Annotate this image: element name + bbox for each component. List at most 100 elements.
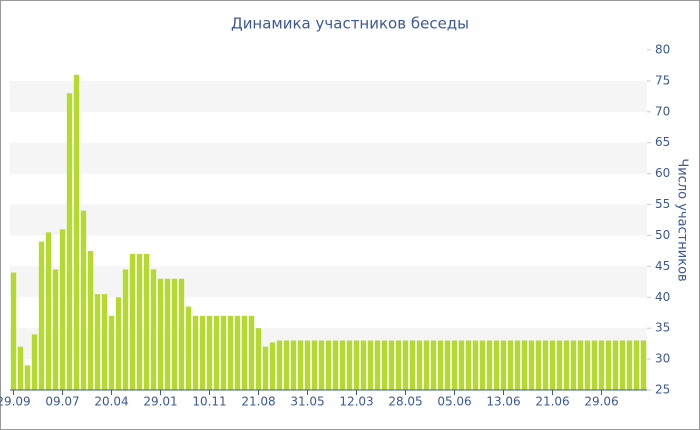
bar: [311, 340, 318, 390]
bar: [283, 340, 290, 390]
x-tick-label: 05.06: [437, 395, 471, 409]
y-tick-label: 30: [655, 352, 670, 366]
bar: [178, 278, 185, 390]
bar: [255, 328, 262, 390]
bar: [248, 315, 255, 390]
bar: [332, 340, 339, 390]
bar: [115, 297, 122, 390]
bar: [38, 241, 45, 390]
bar: [234, 315, 241, 390]
bar: [192, 315, 199, 390]
x-tick-label: 21.06: [535, 395, 569, 409]
bar: [556, 340, 563, 390]
y-tick-label: 60: [655, 166, 670, 180]
y-tick-label: 50: [655, 228, 670, 242]
x-tick-label: 13.06: [486, 395, 520, 409]
bar: [640, 340, 647, 390]
bar: [45, 232, 52, 390]
y-tick-label: 70: [655, 104, 670, 118]
bar: [563, 340, 570, 390]
bar: [73, 74, 80, 391]
bar: [206, 315, 213, 390]
bar: [360, 340, 367, 390]
bar: [129, 254, 136, 390]
bar: [87, 250, 94, 390]
bar: [227, 315, 234, 390]
bar: [325, 340, 332, 390]
bar: [353, 340, 360, 390]
grid-stripe: [10, 80, 647, 112]
bar: [94, 294, 101, 390]
bar: [150, 269, 157, 390]
bar: [493, 340, 500, 390]
bar: [157, 278, 164, 390]
y-axis-label: Число участников: [675, 158, 690, 281]
bar: [549, 340, 556, 390]
bar: [409, 340, 416, 390]
bar: [619, 340, 626, 390]
bar: [101, 294, 108, 390]
bar: [185, 306, 192, 390]
bar: [528, 340, 535, 390]
x-tick-label: 20.04: [94, 395, 128, 409]
y-tick-label: 65: [655, 135, 670, 149]
x-tick-label: 10.11: [192, 395, 226, 409]
bar: [262, 346, 269, 390]
bar: [143, 254, 150, 390]
y-tick-label: 25: [655, 383, 670, 397]
bar: [199, 315, 206, 390]
bar: [388, 340, 395, 390]
bar: [213, 315, 220, 390]
bar: [591, 340, 598, 390]
y-tick-label: 80: [655, 43, 670, 57]
bar: [290, 340, 297, 390]
bar: [444, 340, 451, 390]
bar: [269, 342, 276, 390]
y-tick-label: 55: [655, 197, 670, 211]
grid-stripe: [10, 142, 647, 174]
x-tick-label: 29.09: [0, 395, 31, 409]
bar: [514, 340, 521, 390]
bar: [430, 340, 437, 390]
bar: [318, 340, 325, 390]
bar: [486, 340, 493, 390]
bar: [346, 340, 353, 390]
bar: [164, 278, 171, 390]
bar: [80, 210, 87, 390]
bar: [241, 315, 248, 390]
bar: [66, 93, 73, 390]
y-tick-label: 45: [655, 259, 670, 273]
bar: [626, 340, 633, 390]
bar: [381, 340, 388, 390]
bar: [24, 365, 31, 390]
bar: [451, 340, 458, 390]
y-tick-label: 75: [655, 73, 670, 87]
bar: [10, 272, 17, 390]
bar: [507, 340, 514, 390]
bar: [570, 340, 577, 390]
bar: [171, 278, 178, 390]
bar: [521, 340, 528, 390]
bar: [304, 340, 311, 390]
bar: [122, 269, 129, 390]
bar: [598, 340, 605, 390]
bar: [52, 269, 59, 390]
bar: [31, 334, 38, 390]
bar: [577, 340, 584, 390]
bar: [423, 340, 430, 390]
bar: [584, 340, 591, 390]
bar: [220, 315, 227, 390]
bar: [472, 340, 479, 390]
bar: [136, 254, 143, 390]
bar: [416, 340, 423, 390]
bar: [500, 340, 507, 390]
bar: [612, 340, 619, 390]
bar: [17, 346, 24, 390]
bar: [437, 340, 444, 390]
chart-title: Динамика участников беседы: [231, 15, 469, 33]
x-tick-label: 09.07: [45, 395, 79, 409]
bar: [395, 340, 402, 390]
bar: [402, 340, 409, 390]
bar: [339, 340, 346, 390]
bar: [297, 340, 304, 390]
